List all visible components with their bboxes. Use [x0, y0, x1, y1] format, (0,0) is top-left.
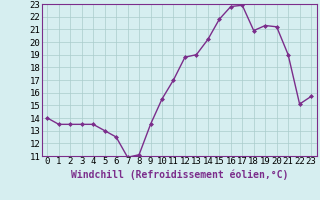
X-axis label: Windchill (Refroidissement éolien,°C): Windchill (Refroidissement éolien,°C) — [70, 169, 288, 180]
